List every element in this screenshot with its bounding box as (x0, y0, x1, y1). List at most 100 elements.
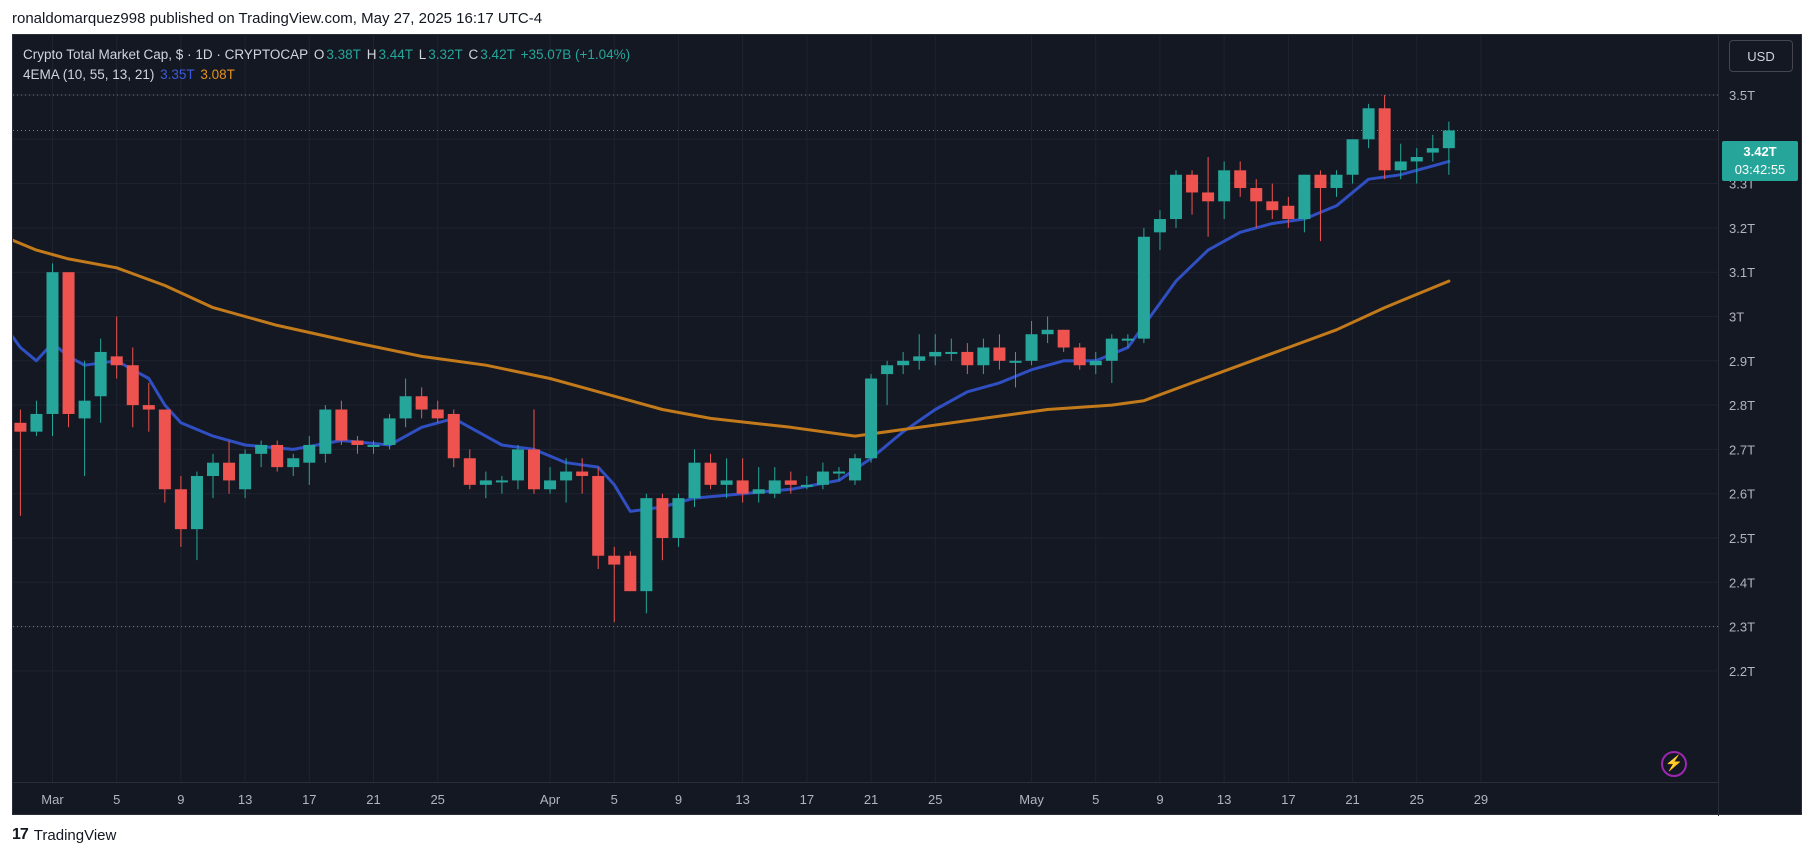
time-axis[interactable]: Mar 5 9 13 17 21 25 Apr 5 9 13 17 21 25 May 5 9 13 17 21 25 2… (13, 782, 1718, 816)
candle[interactable] (528, 409, 540, 494)
candle[interactable] (640, 493, 653, 614)
candle[interactable] (1137, 227, 1150, 344)
candle[interactable] (656, 493, 669, 561)
candle[interactable] (688, 449, 701, 507)
candle[interactable] (1218, 161, 1231, 220)
candle[interactable] (319, 405, 332, 463)
candle[interactable] (415, 387, 428, 419)
candle[interactable] (913, 334, 926, 370)
candle[interactable] (865, 374, 878, 463)
candle[interactable] (447, 409, 460, 468)
candle[interactable] (110, 316, 123, 379)
candle[interactable] (768, 467, 781, 499)
ema-slow-line[interactable] (13, 237, 1451, 438)
candle[interactable] (945, 338, 958, 361)
candlestick-chart[interactable] (13, 35, 1718, 782)
candle[interactable] (223, 440, 236, 494)
candle[interactable] (239, 449, 252, 499)
candle[interactable] (383, 413, 396, 450)
candle[interactable] (624, 551, 637, 592)
candle[interactable] (1394, 143, 1407, 180)
candle[interactable] (14, 409, 27, 516)
lightning-icon[interactable]: ⚡ (1661, 751, 1687, 777)
candle[interactable] (1073, 343, 1086, 370)
candle[interactable] (30, 400, 43, 437)
candle[interactable] (736, 458, 749, 503)
candle[interactable] (849, 453, 861, 485)
candle[interactable] (479, 471, 492, 499)
candle[interactable] (1170, 170, 1182, 228)
candle[interactable] (816, 462, 829, 490)
candle[interactable] (431, 400, 444, 423)
candle[interactable] (255, 440, 268, 468)
candle[interactable] (1442, 121, 1455, 175)
candle[interactable] (1089, 351, 1102, 375)
candle[interactable] (287, 453, 300, 476)
candle[interactable] (367, 440, 380, 454)
candle[interactable] (1426, 134, 1439, 162)
candle[interactable] (1378, 95, 1391, 180)
candle[interactable] (1410, 148, 1423, 184)
candle[interactable] (271, 440, 284, 472)
candle[interactable] (335, 400, 348, 445)
candle[interactable] (351, 436, 364, 454)
candle[interactable] (1330, 170, 1343, 197)
candle[interactable] (1298, 174, 1311, 233)
candle[interactable] (1025, 320, 1038, 366)
candle[interactable] (174, 475, 187, 547)
candle[interactable] (1202, 157, 1215, 237)
candle[interactable] (190, 471, 203, 561)
candle[interactable] (46, 263, 59, 437)
candle[interactable] (929, 334, 942, 366)
plot-area[interactable]: Crypto Total Market Cap, $ · 1D · CRYPTO… (13, 35, 1718, 782)
candle[interactable] (592, 467, 605, 570)
candle[interactable] (1186, 170, 1199, 215)
candle[interactable] (1362, 103, 1375, 149)
candle[interactable] (303, 436, 316, 485)
currency-button[interactable]: USD (1729, 40, 1793, 72)
candle[interactable] (1041, 316, 1054, 344)
candle[interactable] (784, 471, 797, 494)
candle[interactable] (961, 343, 974, 375)
candle[interactable] (78, 360, 91, 476)
candle[interactable] (1250, 179, 1263, 228)
candle[interactable] (1153, 210, 1166, 251)
candle[interactable] (1266, 183, 1279, 220)
candle[interactable] (463, 449, 476, 490)
ema-fast-line[interactable] (13, 159, 1451, 513)
candle[interactable] (158, 409, 171, 503)
candle[interactable] (560, 458, 573, 503)
candle[interactable] (672, 493, 685, 547)
candle[interactable] (752, 467, 765, 503)
price-axis[interactable]: 3.5T 3.3T 3.2T 3.1T 3T 2.9T 2.8T 2.7T 2.6T 2.5T 2.… (1718, 35, 1803, 816)
candle[interactable] (993, 334, 1006, 370)
candle[interactable] (511, 444, 524, 490)
candle[interactable] (720, 458, 733, 499)
candle[interactable] (399, 378, 412, 428)
candle[interactable] (1346, 139, 1359, 184)
candle[interactable] (576, 458, 589, 494)
candle[interactable] (207, 453, 219, 499)
candle[interactable] (1057, 329, 1070, 352)
candle[interactable] (1282, 196, 1295, 228)
candle[interactable] (1234, 161, 1247, 197)
candle[interactable] (1314, 170, 1327, 242)
legend-symbol[interactable]: Crypto Total Market Cap, $ · 1D · CRYPTO… (23, 47, 309, 62)
candle[interactable] (495, 475, 508, 494)
candle[interactable] (1105, 334, 1118, 383)
candle[interactable] (126, 347, 139, 428)
candle[interactable] (897, 351, 910, 375)
candle[interactable] (94, 338, 107, 423)
candle[interactable] (608, 546, 621, 623)
candle[interactable] (1121, 334, 1134, 348)
candle[interactable] (704, 453, 717, 490)
candle[interactable] (800, 475, 813, 490)
candle[interactable] (142, 382, 155, 432)
candle[interactable] (977, 338, 990, 375)
chart-panel[interactable]: Crypto Total Market Cap, $ · 1D · CRYPTO… (12, 34, 1803, 816)
candle[interactable] (881, 360, 894, 406)
candle[interactable] (1009, 351, 1022, 388)
candle[interactable] (832, 467, 845, 481)
candle[interactable] (544, 467, 557, 494)
candle[interactable] (62, 272, 75, 428)
